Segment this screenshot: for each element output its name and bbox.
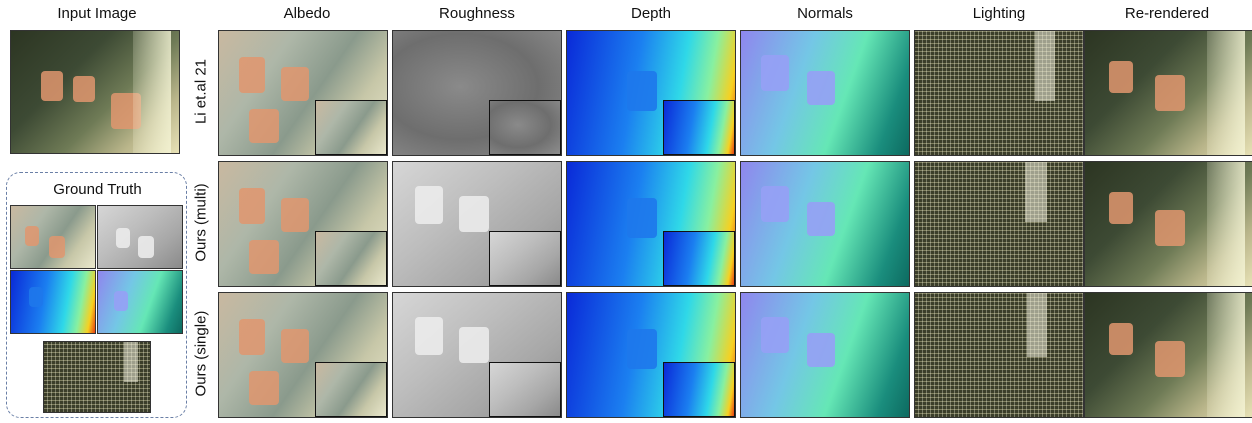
row1-roughness-image <box>392 30 562 156</box>
row3-albedo-inset <box>315 362 387 417</box>
header-albedo: Albedo <box>283 5 331 22</box>
row2-roughness-inset <box>489 231 561 286</box>
row2-rerendered-image <box>1084 161 1252 287</box>
header-normals: Normals <box>797 5 853 22</box>
row1-albedo-image <box>218 30 388 156</box>
row2-depth-inset <box>663 231 735 286</box>
row1-depth-inset <box>663 100 735 155</box>
row3-lighting-image <box>914 292 1084 418</box>
row2-roughness-image <box>392 161 562 287</box>
row2-albedo-image <box>218 161 388 287</box>
row2-albedo-inset <box>315 231 387 286</box>
header-lighting: Lighting <box>972 5 1026 22</box>
row3-normals-image <box>740 292 910 418</box>
gt-lighting-image <box>43 341 151 413</box>
header-roughness: Roughness <box>439 5 515 22</box>
row2-lighting-image <box>914 161 1084 287</box>
gt-normals-image <box>97 270 183 334</box>
ground-truth-label: Ground Truth <box>53 181 142 198</box>
header-depth: Depth <box>630 5 672 22</box>
row2-depth-image <box>566 161 736 287</box>
row3-depth-inset <box>663 362 735 417</box>
row1-albedo-inset <box>315 100 387 155</box>
row-label-ours-single: Ours (single) <box>192 310 210 397</box>
gt-albedo-image <box>10 205 96 269</box>
header-rerendered: Re-rendered <box>1124 5 1210 22</box>
row1-roughness-inset <box>489 100 561 155</box>
header-input-image: Input Image <box>57 5 137 22</box>
row3-rerendered-image <box>1084 292 1252 418</box>
row1-depth-image <box>566 30 736 156</box>
row-label-ours-multi: Ours (multi) <box>192 183 210 262</box>
row3-depth-image <box>566 292 736 418</box>
row1-lighting-image <box>914 30 1084 156</box>
row1-normals-image <box>740 30 910 156</box>
row-label-li-et-al-21: Li et.al 21 <box>192 58 210 125</box>
row3-roughness-inset <box>489 362 561 417</box>
gt-depth-image <box>10 270 96 334</box>
input-image <box>10 30 180 154</box>
gt-roughness-image <box>97 205 183 269</box>
row3-albedo-image <box>218 292 388 418</box>
row3-roughness-image <box>392 292 562 418</box>
row1-rerendered-image <box>1084 30 1252 156</box>
row2-normals-image <box>740 161 910 287</box>
ground-truth-panel: Ground Truth <box>6 172 187 418</box>
